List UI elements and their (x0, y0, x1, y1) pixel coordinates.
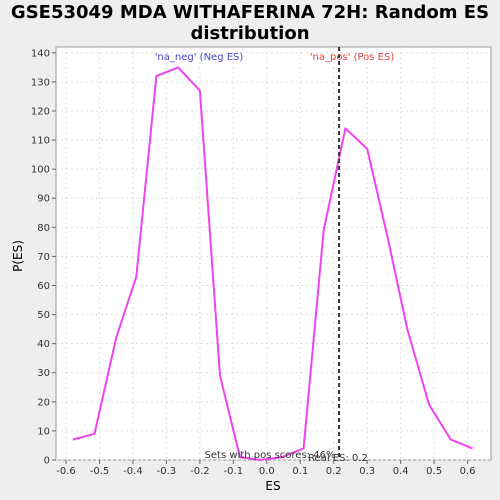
y-tick-label: 110 (31, 136, 50, 147)
chart-title-line-2: distribution (190, 23, 310, 44)
chart-title-line-1: GSE53049 MDA WITHAFERINA 72H: Random ES (10, 2, 490, 23)
x-tick-label: 0.1 (292, 466, 308, 477)
x-tick-label: 0.4 (393, 466, 409, 477)
plot-area (55, 46, 492, 461)
x-tick-label: -0.5 (90, 466, 110, 477)
x-tick-label: 0.6 (460, 466, 476, 477)
series-layer (72, 66, 473, 461)
axes: 0 10 20 30 40 50 60 70 80 90 100 110 120 130 140 -0.6 -0… (31, 48, 476, 477)
y-tick-label: 90 (37, 194, 50, 205)
y-tick-label: 130 (31, 77, 50, 88)
x-tick-label: -0.3 (157, 466, 177, 477)
es-distribution-line (72, 66, 473, 461)
real-es-annotation: Real ES: 0.2 (308, 453, 368, 464)
y-tick-label: 140 (31, 48, 50, 59)
x-tick-label: 0.5 (426, 466, 442, 477)
neg-es-label: 'na_neg' (Neg ES) (155, 52, 244, 63)
grid-lines (56, 47, 491, 461)
x-tick-label: -0.6 (56, 466, 76, 477)
y-tick-label: 30 (37, 368, 50, 379)
y-tick-label: 0 (44, 456, 50, 467)
y-tick-label: 100 (31, 165, 50, 176)
y-tick-label: 20 (37, 397, 50, 408)
x-tick-label: 0.2 (326, 466, 342, 477)
y-tick-label: 120 (31, 106, 50, 117)
y-tick-label: 40 (37, 339, 50, 350)
chart-title: GSE53049 MDA WITHAFERINA 72H: Random ES … (0, 2, 500, 44)
y-tick-label: 70 (37, 252, 50, 263)
pos-es-label: 'na_pos' (Pos ES) (310, 52, 395, 63)
y-tick-label: 60 (37, 281, 50, 292)
x-tick-label: 0.3 (359, 466, 375, 477)
x-tick-label: -0.1 (224, 466, 244, 477)
pos-scores-annotation: Sets with pos scores: 46% (205, 450, 336, 461)
y-tick-label: 50 (37, 310, 50, 321)
y-axis-title: P(ES) (11, 240, 25, 272)
x-axis-title: ES (265, 479, 280, 493)
x-tick-label: -0.2 (190, 466, 210, 477)
x-tick-label: -0.4 (123, 466, 143, 477)
y-tick-label: 10 (37, 426, 50, 437)
x-tick-label: 0.0 (259, 466, 275, 477)
y-tick-label: 80 (37, 223, 50, 234)
